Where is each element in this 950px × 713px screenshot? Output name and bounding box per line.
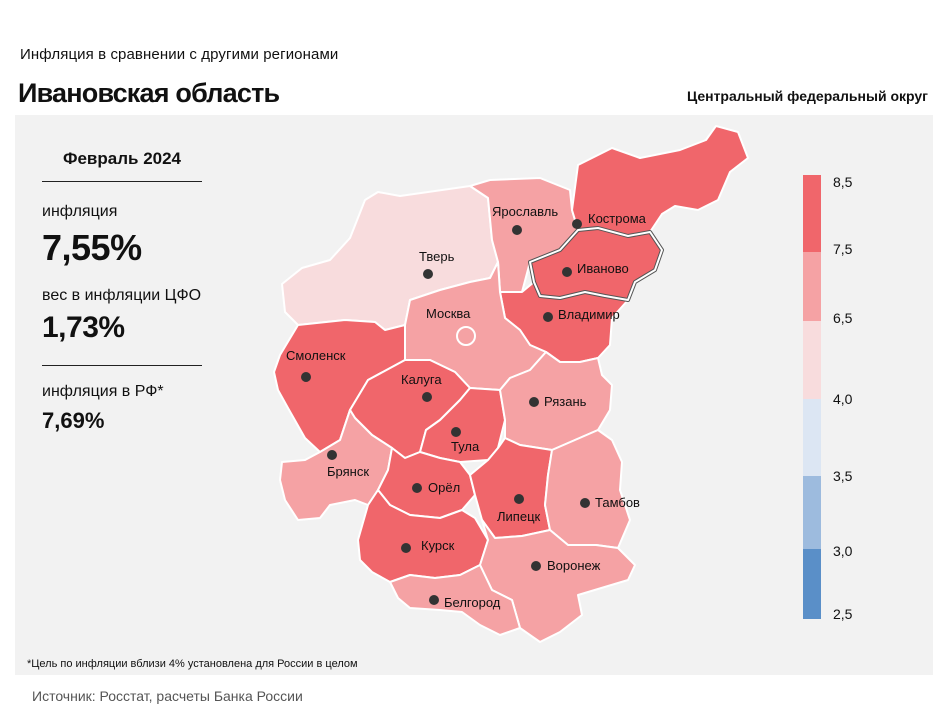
city-dot-moscow — [456, 326, 476, 346]
divider-bottom — [42, 365, 202, 366]
district-label: Центральный федеральный округ — [686, 88, 928, 104]
legend-tick-1: 8,5 — [833, 174, 853, 190]
rf-inflation-label: инфляция в РФ* — [42, 383, 164, 400]
legend-tick-2: 7,5 — [833, 241, 853, 257]
city-label-ivanovo: Иваново — [577, 261, 629, 276]
city-label-smolensk: Смоленск — [286, 348, 346, 363]
city-dot-ivanovo — [562, 267, 572, 277]
city-label-yaroslavl: Ярославль — [492, 204, 558, 219]
city-label-belgorod: Белгород — [444, 595, 501, 610]
city-label-kaluga: Калуга — [401, 372, 442, 387]
legend-swatch-4 — [803, 399, 821, 476]
city-dot-belgorod — [429, 595, 439, 605]
city-dot-tambov — [580, 498, 590, 508]
legend-tick-3: 6,5 — [833, 310, 853, 326]
chart-subtitle: Инфляция в сравнении с другими регионами — [20, 46, 339, 63]
region-bryansk[interactable] — [279, 409, 393, 521]
inflation-label: инфляция — [42, 203, 118, 220]
region-tambov[interactable] — [544, 429, 631, 549]
city-dot-kaluga — [422, 392, 432, 402]
legend-swatch-5 — [803, 476, 821, 549]
city-dot-vladimir — [543, 312, 553, 322]
city-label-orel: Орёл — [428, 480, 460, 495]
city-label-lipetsk: Липецк — [497, 509, 541, 524]
city-dot-kursk — [401, 543, 411, 553]
city-dot-tula — [451, 427, 461, 437]
legend-colorbar — [803, 175, 821, 619]
footnote: *Цель по инфляции вблизи 4% установлена … — [27, 658, 358, 670]
city-dot-lipetsk — [514, 494, 524, 504]
legend-tick-4: 4,0 — [833, 391, 853, 407]
city-label-ryazan: Рязань — [544, 394, 587, 409]
city-dot-orel — [412, 483, 422, 493]
city-label-tula: Тула — [451, 439, 480, 454]
city-label-voronezh: Воронеж — [547, 558, 601, 573]
city-dot-yaroslavl — [512, 225, 522, 235]
legend-swatch-3 — [803, 321, 821, 399]
source-note: Источник: Росстат, расчеты Банка России — [32, 688, 303, 704]
city-dot-kostroma — [572, 219, 582, 229]
city-label-vladimir: Владимир — [558, 307, 620, 322]
weight-label: вес в инфляции ЦФО — [42, 287, 202, 304]
region-ryazan[interactable] — [499, 351, 613, 451]
legend-tick-6: 3,0 — [833, 543, 853, 559]
legend-tick-7: 2,5 — [833, 606, 853, 622]
legend-swatch-6 — [803, 549, 821, 619]
city-dot-tver — [423, 269, 433, 279]
region-ivanovo-outline-inner — [529, 227, 663, 301]
city-label-kursk: Курск — [421, 538, 455, 553]
weight-value: 1,73% — [42, 311, 125, 344]
period-label: Февраль 2024 — [62, 149, 182, 168]
region-map: Тверь Ярославль Кострома Иваново Владими… — [273, 125, 821, 643]
rf-inflation-value: 7,69% — [42, 408, 105, 433]
divider-top — [42, 181, 202, 182]
region-belgorod[interactable] — [389, 564, 521, 636]
city-label-tambov: Тамбов — [595, 495, 640, 510]
city-label-bryansk: Брянск — [327, 464, 369, 479]
city-dot-voronezh — [531, 561, 541, 571]
city-dot-smolensk — [301, 372, 311, 382]
city-label-kostroma: Кострома — [588, 211, 647, 226]
legend-swatch-2 — [803, 252, 821, 321]
city-dot-bryansk — [327, 450, 337, 460]
legend-tick-5: 3,5 — [833, 468, 853, 484]
legend-swatch-1 — [803, 175, 821, 252]
inflation-value: 7,55% — [42, 227, 142, 268]
city-label-tver: Тверь — [419, 249, 455, 264]
city-dot-ryazan — [529, 397, 539, 407]
page-title: Ивановская область — [18, 78, 280, 108]
city-label-moscow: Москва — [426, 306, 471, 321]
map-panel: Тверь Ярославль Кострома Иваново Владими… — [15, 115, 933, 675]
